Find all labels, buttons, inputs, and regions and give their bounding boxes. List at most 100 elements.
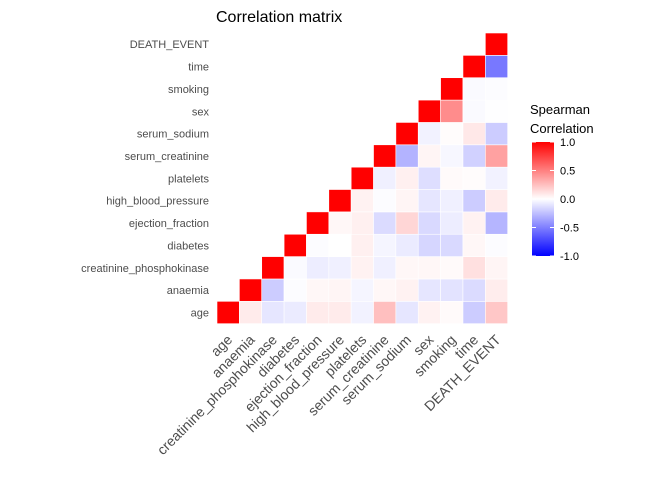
- heatmap-cell-smoking-creatinine-phosphokinase: [440, 256, 464, 280]
- heatmap-cell-sex-platelets: [417, 166, 441, 190]
- heatmap-cell-serum-creatinine-platelets: [373, 166, 397, 190]
- heatmap-cell-death-event-smoking: [485, 77, 508, 101]
- heatmap-cell-serum-creatinine-high-blood-pressure: [373, 189, 397, 213]
- heatmap-cell-serum-sodium-platelets: [395, 166, 419, 190]
- heatmap-cell-platelets-high-blood-pressure: [350, 189, 374, 213]
- heatmap-cell-smoking-high-blood-pressure: [440, 189, 464, 213]
- heatmap-cell-smoking-ejection-fraction: [440, 211, 464, 235]
- heatmap-cell-high-blood-pressure-anaemia: [328, 278, 352, 302]
- legend-colorbar: [532, 142, 554, 256]
- y-tick-label-death-event: DEATH_EVENT: [130, 39, 210, 51]
- heatmap-cell-platelets-diabetes: [350, 233, 374, 257]
- heatmap-cell-diabetes-creatinine-phosphokinase: [283, 256, 307, 280]
- heatmap-cell-platelets-creatinine-phosphokinase: [350, 256, 374, 280]
- heatmap-cell-platelets-anaemia: [350, 278, 374, 302]
- heatmap-cell-death-event-time: [485, 55, 508, 79]
- heatmap-cell-time-diabetes: [462, 233, 486, 257]
- heatmap-cell-diabetes-diabetes: [283, 233, 307, 257]
- heatmap-cell-creatinine-phosphokinase-creatinine-phosphokinase: [261, 256, 285, 280]
- heatmap-cell-ejection-fraction-diabetes: [306, 233, 330, 257]
- heatmap-cell-time-serum-sodium: [462, 122, 486, 146]
- heatmap-cell-age-age: [216, 301, 240, 324]
- heatmap-cell-serum-creatinine-diabetes: [373, 233, 397, 257]
- y-tick-label-platelets: platelets: [168, 173, 209, 185]
- y-tick-label-diabetes: diabetes: [167, 240, 209, 252]
- heatmap-cell-time-smoking: [462, 77, 486, 101]
- y-tick-label-serum-creatinine: serum_creatinine: [125, 151, 209, 163]
- y-tick-label-ejection-fraction: ejection_fraction: [129, 218, 209, 230]
- heatmap-cell-serum-creatinine-age: [373, 301, 397, 324]
- heatmap-cell-time-sex: [462, 99, 486, 123]
- legend-tick-label: 0.5: [560, 166, 575, 178]
- heatmap-cells: [216, 32, 508, 324]
- heatmap-cell-high-blood-pressure-creatinine-phosphokinase: [328, 256, 352, 280]
- chart-title: Correlation matrix: [216, 9, 342, 26]
- heatmap-cell-time-anaemia: [462, 278, 486, 302]
- heatmap-cell-ejection-fraction-age: [306, 301, 330, 324]
- heatmap-cell-serum-sodium-serum-creatinine: [395, 144, 419, 168]
- heatmap-cell-serum-sodium-age: [395, 301, 419, 324]
- heatmap-cell-death-event-creatinine-phosphokinase: [485, 256, 508, 280]
- heatmap-cell-sex-diabetes: [417, 233, 441, 257]
- x-axis-tick-labels: ageanaemiacreatinine_phosphokinasediabet…: [154, 331, 504, 458]
- legend-title-line-1: Spearman: [530, 102, 590, 117]
- heatmap-cell-smoking-sex: [440, 99, 464, 123]
- heatmap-cell-serum-sodium-diabetes: [395, 233, 419, 257]
- heatmap-cell-creatinine-phosphokinase-age: [261, 301, 285, 324]
- heatmap-cell-serum-creatinine-serum-creatinine: [373, 144, 397, 168]
- heatmap-cell-death-event-serum-sodium: [485, 122, 508, 146]
- y-tick-label-high-blood-pressure: high_blood_pressure: [106, 196, 209, 208]
- heatmap-cell-time-ejection-fraction: [462, 211, 486, 235]
- heatmap-cell-serum-creatinine-creatinine-phosphokinase: [373, 256, 397, 280]
- heatmap-cell-death-event-age: [485, 301, 508, 324]
- heatmap-cell-death-event-anaemia: [485, 278, 508, 302]
- heatmap-cell-anaemia-age: [239, 301, 263, 324]
- heatmap-cell-smoking-serum-sodium: [440, 122, 464, 146]
- heatmap-cell-sex-serum-sodium: [417, 122, 441, 146]
- heatmap-cell-diabetes-anaemia: [283, 278, 307, 302]
- y-tick-label-creatinine-phosphokinase: creatinine_phosphokinase: [81, 263, 209, 275]
- heatmap-cell-ejection-fraction-anaemia: [306, 278, 330, 302]
- heatmap-cell-serum-creatinine-ejection-fraction: [373, 211, 397, 235]
- heatmap-cell-serum-sodium-creatinine-phosphokinase: [395, 256, 419, 280]
- heatmap-cell-time-serum-creatinine: [462, 144, 486, 168]
- y-tick-label-smoking: smoking: [168, 84, 209, 96]
- legend-tick-label: 0.0: [560, 194, 575, 206]
- y-tick-label-anaemia: anaemia: [167, 285, 210, 297]
- heatmap-cell-death-event-death-event: [485, 32, 508, 56]
- heatmap-cell-sex-ejection-fraction: [417, 211, 441, 235]
- y-tick-label-sex: sex: [192, 106, 210, 118]
- legend-title-line-2: Correlation: [530, 121, 594, 136]
- heatmap-cell-death-event-high-blood-pressure: [485, 189, 508, 213]
- y-tick-label-serum-sodium: serum_sodium: [137, 129, 209, 141]
- heatmap-cell-sex-serum-creatinine: [417, 144, 441, 168]
- heatmap-cell-death-event-platelets: [485, 166, 508, 190]
- heatmap-cell-high-blood-pressure-ejection-fraction: [328, 211, 352, 235]
- heatmap-cell-smoking-age: [440, 301, 464, 324]
- heatmap-cell-high-blood-pressure-diabetes: [328, 233, 352, 257]
- heatmap-cell-sex-anaemia: [417, 278, 441, 302]
- y-tick-label-age: age: [191, 308, 209, 320]
- heatmap-cell-platelets-ejection-fraction: [350, 211, 374, 235]
- heatmap-cell-creatinine-phosphokinase-anaemia: [261, 278, 285, 302]
- heatmap-cell-death-event-serum-creatinine: [485, 144, 508, 168]
- heatmap-cell-smoking-smoking: [440, 77, 464, 101]
- heatmap-cell-serum-creatinine-anaemia: [373, 278, 397, 302]
- heatmap-cell-platelets-age: [350, 301, 374, 324]
- heatmap-cell-time-high-blood-pressure: [462, 189, 486, 213]
- heatmap-cell-smoking-platelets: [440, 166, 464, 190]
- heatmap-cell-sex-high-blood-pressure: [417, 189, 441, 213]
- heatmap-cell-time-age: [462, 301, 486, 324]
- heatmap-cell-time-creatinine-phosphokinase: [462, 256, 486, 280]
- heatmap-cell-time-platelets: [462, 166, 486, 190]
- heatmap-cell-serum-sodium-serum-sodium: [395, 122, 419, 146]
- heatmap-cell-anaemia-anaemia: [239, 278, 263, 302]
- heatmap-cell-smoking-serum-creatinine: [440, 144, 464, 168]
- heatmap-cell-serum-sodium-high-blood-pressure: [395, 189, 419, 213]
- heatmap-cell-sex-creatinine-phosphokinase: [417, 256, 441, 280]
- heatmap-cell-diabetes-age: [283, 301, 307, 324]
- heatmap-cell-ejection-fraction-creatinine-phosphokinase: [306, 256, 330, 280]
- heatmap-cell-platelets-platelets: [350, 166, 374, 190]
- heatmap-cell-serum-sodium-ejection-fraction: [395, 211, 419, 235]
